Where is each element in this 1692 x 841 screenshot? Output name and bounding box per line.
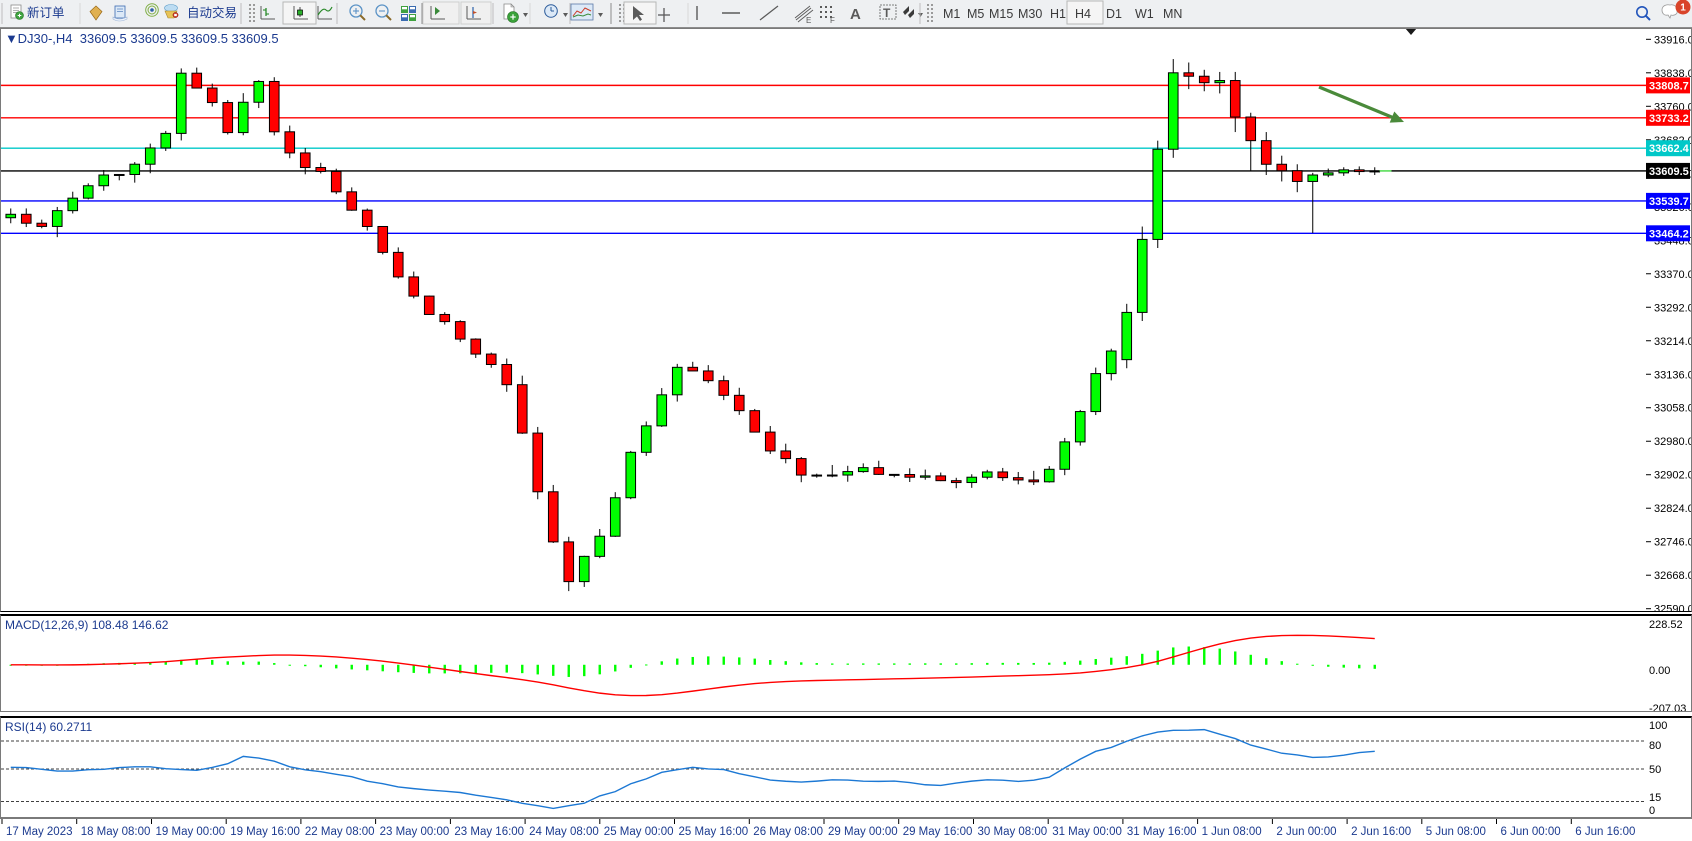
svg-text:33609.5: 33609.5 bbox=[1649, 166, 1689, 178]
svg-text:100: 100 bbox=[1649, 720, 1667, 732]
svg-text:F: F bbox=[830, 16, 835, 25]
svg-text:2 Jun 00:00: 2 Jun 00:00 bbox=[1276, 826, 1336, 838]
svg-text:M15: M15 bbox=[989, 7, 1013, 21]
svg-text:D1: D1 bbox=[1106, 7, 1122, 21]
svg-text:23 May 00:00: 23 May 00:00 bbox=[380, 826, 450, 838]
svg-text:33370.0: 33370.0 bbox=[1654, 269, 1692, 281]
svg-text:H4: H4 bbox=[1075, 7, 1091, 21]
svg-text:32902.0: 32902.0 bbox=[1654, 470, 1692, 482]
svg-text:32668.0: 32668.0 bbox=[1654, 570, 1692, 582]
svg-text:-207.03: -207.03 bbox=[1649, 703, 1686, 712]
svg-text:33539.7: 33539.7 bbox=[1649, 196, 1689, 208]
svg-text:新订单: 新订单 bbox=[27, 5, 65, 20]
svg-text:33808.7: 33808.7 bbox=[1649, 80, 1689, 92]
svg-text:19 May 16:00: 19 May 16:00 bbox=[230, 826, 300, 838]
svg-text:17 May 2023: 17 May 2023 bbox=[6, 826, 73, 838]
svg-text:MN: MN bbox=[1163, 7, 1182, 21]
svg-text:E: E bbox=[806, 16, 811, 25]
svg-text:50: 50 bbox=[1649, 764, 1661, 776]
svg-text:6 Jun 00:00: 6 Jun 00:00 bbox=[1501, 826, 1561, 838]
svg-text:15: 15 bbox=[1649, 792, 1661, 804]
svg-text:23 May 16:00: 23 May 16:00 bbox=[454, 826, 524, 838]
svg-text:29 May 16:00: 29 May 16:00 bbox=[903, 826, 973, 838]
svg-text:29 May 00:00: 29 May 00:00 bbox=[828, 826, 898, 838]
svg-text:33292.0: 33292.0 bbox=[1654, 302, 1692, 314]
svg-text:6 Jun 16:00: 6 Jun 16:00 bbox=[1575, 826, 1635, 838]
svg-text:22 May 08:00: 22 May 08:00 bbox=[305, 826, 375, 838]
svg-text:M1: M1 bbox=[943, 7, 960, 21]
svg-text:31 May 00:00: 31 May 00:00 bbox=[1052, 826, 1122, 838]
svg-text:0: 0 bbox=[1649, 805, 1655, 817]
svg-text:1 Jun 08:00: 1 Jun 08:00 bbox=[1202, 826, 1262, 838]
svg-text:5 Jun 08:00: 5 Jun 08:00 bbox=[1426, 826, 1486, 838]
svg-text:32980.0: 32980.0 bbox=[1654, 436, 1692, 448]
svg-text:18 May 08:00: 18 May 08:00 bbox=[81, 826, 151, 838]
svg-text:0.00: 0.00 bbox=[1649, 665, 1670, 677]
svg-text:2 Jun 16:00: 2 Jun 16:00 bbox=[1351, 826, 1411, 838]
svg-text:33214.0: 33214.0 bbox=[1654, 336, 1692, 348]
svg-text:32824.0: 32824.0 bbox=[1654, 503, 1692, 515]
svg-text:33662.4: 33662.4 bbox=[1649, 143, 1690, 155]
svg-text:80: 80 bbox=[1649, 740, 1661, 752]
svg-text:32590.0: 32590.0 bbox=[1654, 604, 1692, 612]
svg-text:25 May 00:00: 25 May 00:00 bbox=[604, 826, 674, 838]
svg-text:25 May 16:00: 25 May 16:00 bbox=[679, 826, 749, 838]
svg-text:W1: W1 bbox=[1135, 7, 1154, 21]
svg-text:33136.0: 33136.0 bbox=[1654, 369, 1692, 381]
svg-text:自动交易: 自动交易 bbox=[187, 5, 237, 20]
svg-text:T: T bbox=[883, 6, 891, 20]
svg-text:H1: H1 bbox=[1050, 7, 1066, 21]
svg-text:33733.2: 33733.2 bbox=[1649, 113, 1689, 125]
svg-text:31 May 16:00: 31 May 16:00 bbox=[1127, 826, 1197, 838]
svg-text:33916.0: 33916.0 bbox=[1654, 34, 1692, 46]
svg-text:33058.0: 33058.0 bbox=[1654, 403, 1692, 415]
svg-text:19 May 00:00: 19 May 00:00 bbox=[156, 826, 226, 838]
svg-text:33464.2: 33464.2 bbox=[1649, 228, 1689, 240]
svg-text:M5: M5 bbox=[967, 7, 984, 21]
svg-text:228.52: 228.52 bbox=[1649, 619, 1683, 631]
svg-text:30 May 08:00: 30 May 08:00 bbox=[978, 826, 1048, 838]
svg-text:A: A bbox=[850, 6, 861, 23]
svg-text:26 May 08:00: 26 May 08:00 bbox=[753, 826, 823, 838]
svg-text:24 May 08:00: 24 May 08:00 bbox=[529, 826, 599, 838]
svg-text:1: 1 bbox=[1680, 3, 1686, 14]
svg-text:32746.0: 32746.0 bbox=[1654, 537, 1692, 549]
svg-text:M30: M30 bbox=[1018, 7, 1042, 21]
